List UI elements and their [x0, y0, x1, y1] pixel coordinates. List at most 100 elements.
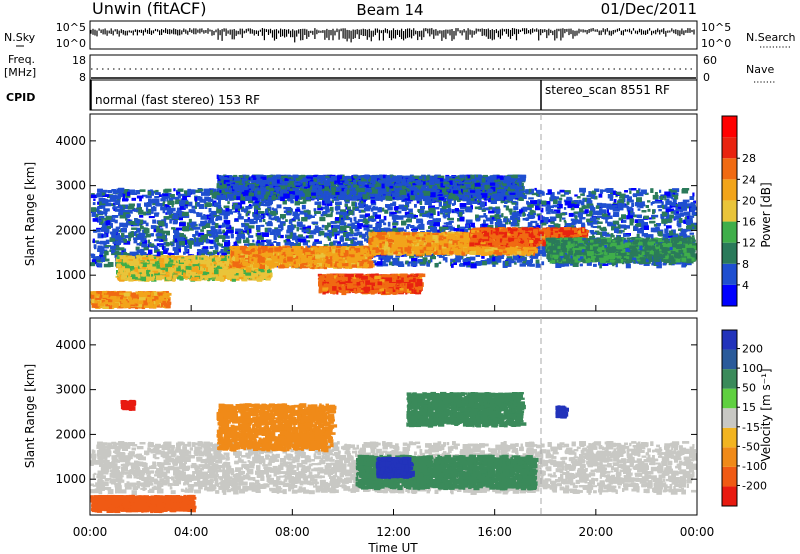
- heatmap-cell: [139, 199, 142, 202]
- heatmap-cell: [660, 196, 664, 200]
- heatmap-cell: [647, 200, 650, 202]
- heatmap-cell: [273, 241, 276, 243]
- heatmap-cell: [626, 263, 631, 268]
- heatmap-cell: [93, 202, 96, 205]
- heatmap-cell: [91, 195, 97, 199]
- heatmap-cell: [295, 209, 300, 212]
- heatmap-cell: [249, 221, 254, 224]
- heatmap-cell: [165, 225, 167, 229]
- heatmap-cell: [528, 197, 533, 199]
- freq-tick-top: 18: [72, 54, 86, 67]
- date-title: 01/Dec/2011: [601, 0, 697, 18]
- heatmap-cell: [254, 221, 257, 224]
- heatmap-cell: [238, 214, 241, 217]
- cpid-mode-2: stereo_scan 8551 RF: [545, 83, 670, 97]
- nave-tick-bottom: 0: [703, 71, 710, 84]
- heatmap-cell: [148, 191, 152, 195]
- heatmap-cell: [613, 212, 619, 217]
- heatmap-cell: [624, 190, 628, 192]
- heatmap-cell: [299, 202, 304, 205]
- power-heatmap: [90, 175, 697, 310]
- heatmap-cell: [140, 226, 144, 229]
- heatmap-cell: [94, 244, 97, 248]
- heatmap-cell: [91, 254, 94, 256]
- heatmap-cell: [151, 211, 154, 214]
- heatmap-cell: [154, 196, 159, 198]
- heatmap-cell: [655, 192, 658, 195]
- heatmap-cell: [313, 242, 320, 244]
- noise-right-tick-bottom: 10^0: [701, 37, 731, 50]
- heatmap-cell: [93, 199, 95, 202]
- nave-label: Nave: [746, 63, 774, 76]
- heatmap-cell: [690, 196, 695, 200]
- heatmap-cell: [283, 207, 286, 209]
- heatmap-cell: [470, 223, 475, 227]
- heatmap-cell: [638, 208, 641, 210]
- heatmap-cell: [527, 207, 532, 210]
- heatmap-cell: [574, 204, 579, 208]
- heatmap-cell: [546, 212, 551, 214]
- cpid-label: CPID: [6, 91, 35, 104]
- heatmap-cell: [513, 206, 518, 210]
- heatmap-cell: [146, 207, 148, 211]
- heatmap-cell: [607, 210, 609, 214]
- heatmap-cell: [629, 188, 632, 190]
- heatmap-cell: [581, 201, 585, 205]
- heatmap-cell: [151, 191, 154, 195]
- noise-search-label: N.Search: [746, 31, 796, 44]
- heatmap-cell: [653, 195, 659, 200]
- heatmap-cell: [268, 221, 272, 224]
- heatmap-cell: [152, 220, 156, 224]
- heatmap-cell: [534, 188, 536, 191]
- heatmap-cell: [261, 225, 265, 227]
- heatmap-cell: [526, 260, 531, 264]
- heatmap-cell: [404, 229, 407, 232]
- heatmap-cell: [593, 264, 597, 267]
- heatmap-cell: [93, 231, 97, 233]
- heatmap-cell: [335, 202, 342, 206]
- heatmap-cell: [163, 210, 166, 213]
- noise-right-tick-top: 10^5: [701, 21, 731, 34]
- heatmap-cell: [93, 239, 95, 244]
- heatmap-cell: [637, 234, 640, 238]
- heatmap-cell: [314, 208, 317, 211]
- heatmap-cell: [383, 223, 386, 226]
- heatmap-cell: [648, 209, 651, 212]
- heatmap-cell: [664, 198, 666, 200]
- heatmap-cell: [417, 219, 423, 224]
- heatmap-cell: [678, 229, 681, 231]
- heatmap-cell: [437, 211, 439, 216]
- heatmap-cell: [231, 234, 234, 238]
- heatmap-cell: [173, 188, 175, 191]
- heatmap-cell: [407, 224, 411, 227]
- heatmap-cell: [277, 204, 282, 208]
- heatmap-cell: [189, 219, 192, 223]
- heatmap-cell: [123, 206, 125, 208]
- heatmap-cell: [216, 234, 218, 237]
- heatmap-cell: [551, 211, 556, 214]
- noise-sky-trace: [91, 28, 694, 42]
- heatmap-cell: [330, 207, 334, 212]
- heatmap-cell: [121, 228, 127, 232]
- heatmap-cell: [211, 211, 214, 213]
- nave-tick-top: 60: [703, 54, 717, 67]
- noise-sky-label: N.Sky: [4, 31, 36, 44]
- cpid-mode-1: normal (fast stereo) 153 RF: [95, 93, 260, 107]
- heatmap-cell: [144, 238, 146, 240]
- heatmap-cell: [495, 207, 500, 209]
- heatmap-cell: [350, 218, 352, 223]
- heatmap-cell: [654, 224, 657, 227]
- heatmap-cell: [692, 193, 694, 197]
- heatmap-cell: [248, 235, 253, 238]
- heatmap-cell: [559, 218, 561, 222]
- heatmap-cell: [257, 240, 260, 243]
- heatmap-cell: [453, 262, 457, 265]
- heatmap-cell: [146, 196, 152, 199]
- freq-tick-bottom: 8: [79, 71, 86, 84]
- heatmap-cell: [562, 218, 566, 220]
- heatmap-cell: [520, 263, 526, 266]
- heatmap-cell: [112, 215, 118, 218]
- heatmap-cell: [93, 218, 98, 222]
- heatmap-cell: [353, 237, 357, 240]
